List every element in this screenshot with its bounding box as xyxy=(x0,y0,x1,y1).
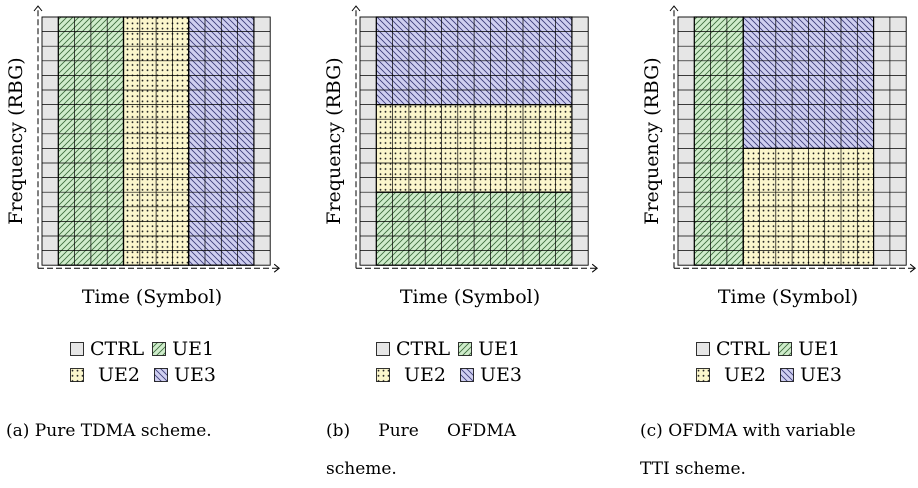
legend-ue3: UE3 xyxy=(479,364,522,386)
caption-line1: (c) OFDMA with variable xyxy=(640,421,856,441)
x-axis-label: Time (Symbol) xyxy=(399,286,541,308)
y-arrow xyxy=(669,5,679,12)
legend-ctrl: CTRL xyxy=(90,338,145,360)
legend-ue2: UE2 xyxy=(724,364,766,386)
grid-lines xyxy=(678,17,907,266)
caption-word: OFDMA xyxy=(446,421,516,441)
legend-ue2: UE2 xyxy=(404,364,446,386)
ue2-swatch xyxy=(376,368,390,382)
caption-word: Pure xyxy=(378,421,419,441)
ctrl-swatch xyxy=(696,342,710,356)
caption: (a) Pure TDMA scheme. xyxy=(6,421,212,441)
legend: CTRL UE1 UE2 UE3 xyxy=(376,336,522,388)
ue1-swatch xyxy=(152,342,167,356)
x-arrow xyxy=(909,263,917,273)
ue3-swatch xyxy=(780,368,794,382)
resource-grid xyxy=(351,5,599,273)
legend-ue3: UE3 xyxy=(173,364,216,386)
ue3-swatch xyxy=(154,368,168,382)
axes xyxy=(351,5,599,273)
legend-ue3: UE3 xyxy=(799,364,842,386)
legend-ue2: UE2 xyxy=(98,364,140,386)
caption-word: (b) xyxy=(326,421,351,441)
axes xyxy=(33,5,281,273)
legend: CTRL UE1 UE2 UE3 xyxy=(70,336,216,388)
resource-grid xyxy=(33,5,281,273)
allocation-border xyxy=(742,16,875,149)
y-arrow xyxy=(33,5,43,12)
legend-ue1: UE1 xyxy=(798,338,841,360)
ue2-swatch xyxy=(70,368,84,382)
panel-b: Frequency (RBG) Time (Symbol) CTRL UE1 U… xyxy=(318,0,618,485)
panel-a: Frequency (RBG) Time (Symbol) CTRL UE1 U… xyxy=(0,0,300,485)
caption: (b) Pure OFDMA scheme. xyxy=(326,412,516,488)
legend: CTRL UE1 UE2 UE3 xyxy=(696,336,842,388)
legend-ue1: UE1 xyxy=(172,338,215,360)
ue1-swatch xyxy=(778,342,793,356)
allocation-border xyxy=(375,16,573,106)
x-axis-label: Time (Symbol) xyxy=(81,286,223,308)
x-axis-label: Time (Symbol) xyxy=(717,286,859,308)
legend-ctrl: CTRL xyxy=(716,338,771,360)
ue2-swatch xyxy=(696,368,710,382)
legend-ctrl: CTRL xyxy=(396,338,451,360)
legend-ue1: UE1 xyxy=(478,338,521,360)
ctrl-swatch xyxy=(70,342,84,356)
resource-grid xyxy=(669,5,917,273)
x-arrow xyxy=(591,263,599,273)
y-arrow xyxy=(351,5,361,12)
axes xyxy=(669,5,917,273)
caption-line2: TTI scheme. xyxy=(640,459,746,479)
allocation-border xyxy=(188,16,255,266)
ctrl-swatch xyxy=(376,342,390,356)
caption-line2: scheme. xyxy=(326,459,397,479)
caption: (c) OFDMA with variable TTI scheme. xyxy=(640,412,856,488)
x-arrow xyxy=(273,263,281,273)
panel-c: Frequency (RBG) Time (Symbol) CTRL UE1 U… xyxy=(636,0,918,485)
allocation-ue1 xyxy=(694,17,744,266)
ue1-swatch xyxy=(458,342,473,356)
ue3-swatch xyxy=(460,368,474,382)
